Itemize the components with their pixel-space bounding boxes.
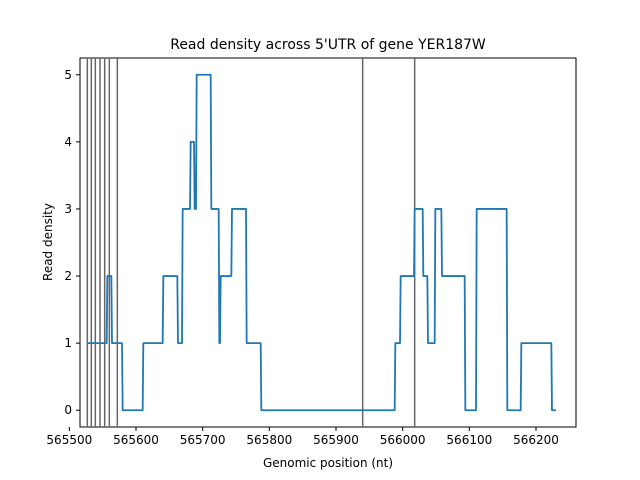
x-axis-ticks: 565500 565600 565700 565800 565900 566000 5661… — [46, 427, 559, 447]
x-tick-label: 565500 — [46, 433, 92, 447]
x-tick-label: 566200 — [513, 433, 559, 447]
x-tick-label: 565800 — [246, 433, 292, 447]
x-axis-title: Genomic position (nt) — [263, 456, 393, 470]
x-tick-label: 565600 — [113, 433, 159, 447]
y-tick-label: 5 — [64, 68, 72, 82]
y-tick-label: 0 — [64, 403, 72, 417]
plot-frame — [79, 57, 577, 428]
y-tick-label: 3 — [64, 202, 72, 216]
vline-layer — [86, 58, 416, 427]
y-tick-label: 1 — [64, 336, 72, 350]
chart-title: Read density across 5'UTR of gene YER187… — [170, 37, 486, 53]
x-tick-label: 565900 — [313, 433, 359, 447]
y-tick-label: 2 — [64, 269, 72, 283]
series-line-read-density — [86, 73, 556, 412]
y-axis-ticks: 0 1 2 3 4 5 — [64, 68, 80, 417]
x-tick-label: 565700 — [180, 433, 226, 447]
y-tick-label: 4 — [64, 135, 72, 149]
x-tick-label: 566100 — [446, 433, 492, 447]
x-tick-label: 566000 — [380, 433, 426, 447]
y-axis-title: Read density — [41, 203, 55, 281]
plot-area — [79, 57, 577, 428]
